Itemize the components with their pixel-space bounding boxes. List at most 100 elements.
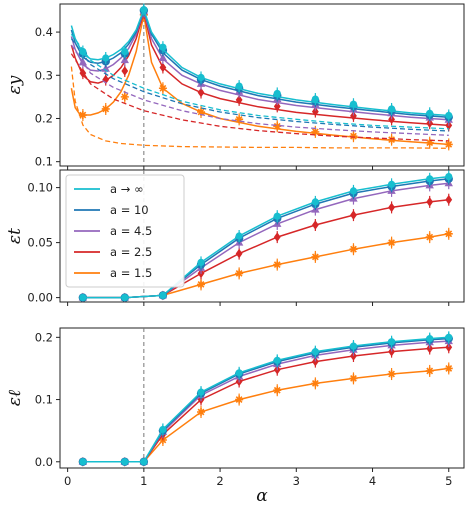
- panel-bottom: 0 1 2 3 4 5 0.0 0.1 0.2 εℓ α: [5, 327, 465, 505]
- marker-a15-8: [311, 127, 320, 136]
- marker-inf-bottom-5: [235, 369, 243, 377]
- marker-a25-bottom-11: [445, 342, 453, 353]
- marker-a25-6: [235, 95, 243, 105]
- marker-a25-8: [311, 106, 319, 117]
- marker-a25-4: [159, 62, 167, 73]
- marker-a15-middle-8: [387, 238, 396, 247]
- marker-inf-1: [102, 54, 110, 62]
- marker-a15-bottom-9: [387, 370, 396, 379]
- marker-inf-9: [349, 100, 358, 108]
- dashed-curve-a45: [70, 44, 449, 136]
- xtick-label-0: 0: [64, 474, 71, 488]
- xtick-label-1: 1: [140, 474, 147, 488]
- axes-frame-top: [59, 3, 465, 167]
- marker-inf-middle-2: [159, 291, 167, 299]
- marker-inf-middle-4: [235, 232, 243, 240]
- marker-a25-5: [197, 87, 205, 98]
- marker-a25-middle-9: [426, 197, 434, 207]
- marker-inf-middle-0: [79, 294, 87, 302]
- ylabel-bottom: εℓ: [5, 390, 25, 406]
- marker-a25-middle-8: [388, 202, 395, 213]
- marker-a15-9: [349, 132, 358, 141]
- marker-inf-2: [121, 47, 129, 56]
- ytick-label-bottom-2: 0.2: [35, 330, 53, 344]
- marker-inf-middle-3: [197, 258, 205, 266]
- marker-a25-middle-5: [273, 232, 281, 242]
- marker-a15-4: [158, 84, 167, 93]
- marker-inf-7: [273, 89, 281, 98]
- axes-frame-bottom: [59, 327, 465, 469]
- marker-inf-middle-10: [445, 173, 453, 181]
- marker-a15-bottom-4: [197, 407, 206, 417]
- marker-a45-1: [101, 64, 110, 72]
- ytick-label-bottom-1: 0.1: [35, 393, 53, 407]
- marker-inf-bottom-3: [159, 425, 167, 434]
- marker-inf-0: [79, 47, 87, 56]
- marker-a25-bottom-8: [350, 351, 357, 361]
- marker-inf-8: [311, 95, 319, 103]
- legend-box: [65, 174, 185, 288]
- marker-a15-bottom-8: [349, 374, 358, 383]
- series-line-a10: [70, 8, 449, 118]
- xtick-label-3: 3: [293, 474, 300, 488]
- marker-a15-bottom-5: [235, 395, 244, 404]
- marker-inf-bottom-4: [197, 388, 205, 396]
- ytick-label-top-3: 0.4: [35, 25, 53, 39]
- marker-a45-4: [158, 53, 168, 61]
- xtick-label-2: 2: [216, 474, 223, 488]
- legend-label-a45: a = 4.5: [110, 224, 152, 238]
- legend: a → ∞ a = 10 a = 4.5 a = 2.5 a = 1.5: [65, 174, 185, 288]
- marker-a15-middle-3: [197, 280, 206, 289]
- marker-inf-12: [445, 111, 453, 120]
- legend-label-a15: a = 1.5: [110, 266, 152, 280]
- marker-inf-bottom-11: [445, 333, 453, 341]
- marker-a15-1: [101, 104, 110, 113]
- marker-a15-middle-6: [311, 252, 320, 261]
- dashed-curve-a25: [70, 53, 449, 142]
- marker-a25-2: [121, 66, 129, 76]
- marker-a15-bottom-7: [311, 379, 320, 388]
- marker-a25-bottom-7: [311, 356, 319, 367]
- marker-a15-12: [444, 140, 453, 149]
- marker-a15-middle-5: [273, 260, 282, 269]
- marker-inf-bottom-6: [273, 356, 281, 364]
- marker-inf-middle-5: [273, 212, 281, 220]
- ytick-label-middle-2: 0.10: [27, 181, 53, 195]
- series-line-bottom-a10: [82, 337, 449, 463]
- series-line-bottom-a15: [82, 367, 449, 463]
- marker-a25-1: [102, 74, 110, 85]
- ytick-label-top-2: 0.3: [35, 68, 53, 82]
- ytick-label-top-0: 0.1: [35, 155, 53, 169]
- marker-inf-bottom-0: [79, 458, 87, 466]
- marker-inf-bottom-2: [140, 458, 148, 466]
- ytick-label-middle-0: 0.00: [27, 291, 53, 305]
- marker-a15-bottom-6: [273, 386, 282, 395]
- panel-top: 0.1 0.2 0.3 0.4 εy: [5, 3, 465, 170]
- marker-a25-0: [79, 68, 87, 78]
- marker-inf-middle-1: [121, 294, 129, 302]
- marker-inf-bottom-1: [121, 458, 129, 466]
- marker-inf-bottom-10: [426, 334, 434, 343]
- marker-a25-middle-4: [235, 248, 243, 259]
- legend-label-a10: a = 10: [110, 203, 149, 217]
- xlabel: α: [256, 486, 268, 505]
- marker-a15-middle-10: [444, 229, 453, 238]
- ytick-label-middle-1: 0.05: [27, 236, 53, 250]
- marker-a15-middle-9: [425, 233, 434, 242]
- ytick-label-top-1: 0.2: [35, 111, 53, 125]
- marker-a15-middle-7: [349, 245, 358, 254]
- marker-a25-middle-6: [311, 220, 319, 230]
- series-line-bottom-inf: [82, 336, 449, 463]
- ylabel-middle: εt: [5, 228, 25, 244]
- legend-label-a25: a = 2.5: [110, 245, 152, 259]
- marker-inf-middle-6: [311, 198, 319, 206]
- marker-a25-bottom-9: [388, 346, 395, 357]
- marker-a15-bottom-11: [444, 364, 453, 373]
- marker-inf-10: [387, 105, 396, 113]
- series-line-a45: [70, 8, 449, 121]
- marker-inf-middle-9: [426, 175, 434, 183]
- marker-inf-bottom-8: [349, 342, 358, 350]
- series-line-a15: [70, 14, 449, 146]
- marker-inf-3: [140, 6, 148, 14]
